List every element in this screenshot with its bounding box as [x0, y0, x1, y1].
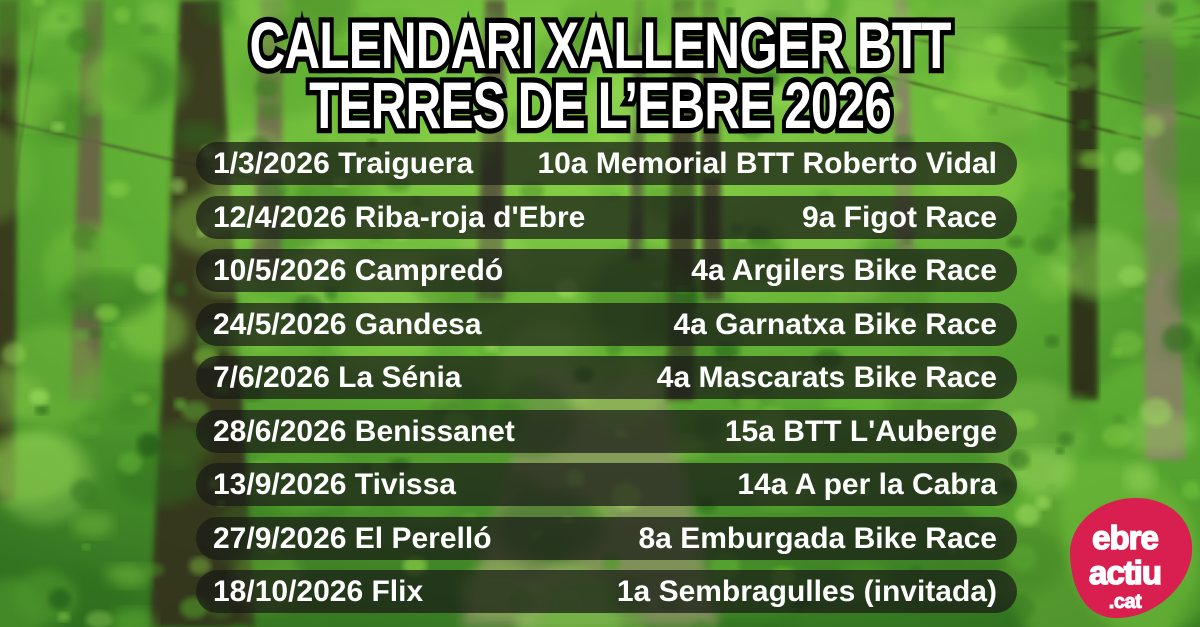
svg-text:ebre: ebre: [1092, 519, 1158, 556]
svg-text:actiu: actiu: [1089, 554, 1161, 591]
svg-text:.cat: .cat: [1109, 591, 1142, 613]
